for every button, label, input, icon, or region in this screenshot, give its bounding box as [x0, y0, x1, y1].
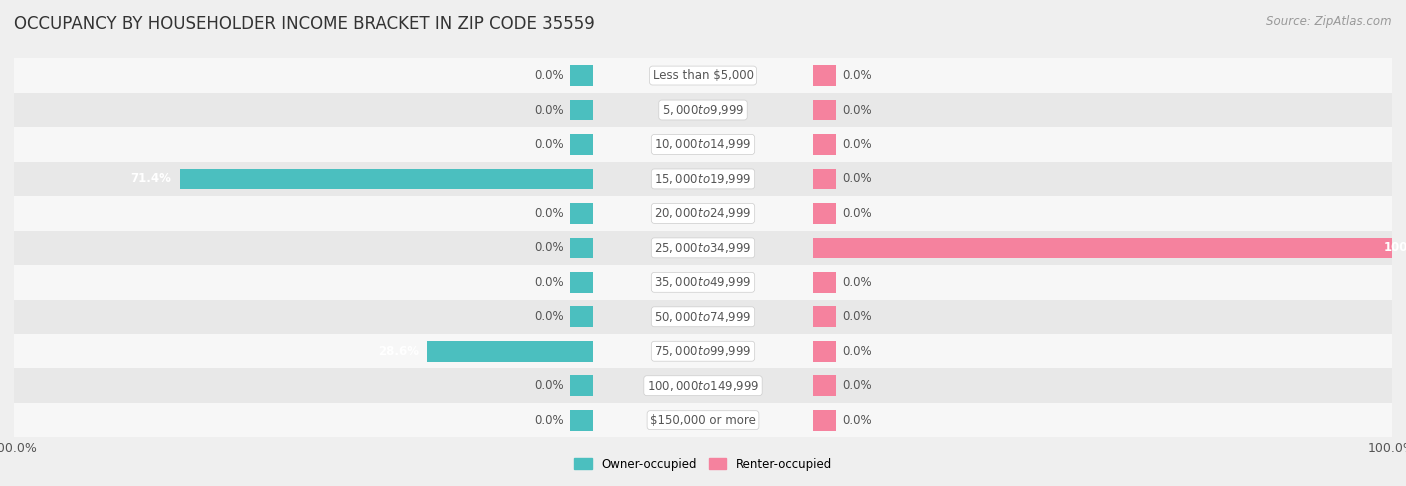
- Text: 100.0%: 100.0%: [1384, 242, 1406, 254]
- Bar: [593, 403, 813, 437]
- Bar: [813, 196, 1392, 231]
- Bar: [593, 334, 813, 368]
- Bar: [813, 238, 1392, 258]
- Text: 0.0%: 0.0%: [842, 207, 872, 220]
- Bar: [813, 162, 1392, 196]
- Bar: [569, 100, 593, 121]
- Text: 0.0%: 0.0%: [842, 173, 872, 186]
- Bar: [593, 265, 813, 299]
- Text: 28.6%: 28.6%: [378, 345, 419, 358]
- Text: $5,000 to $9,999: $5,000 to $9,999: [662, 103, 744, 117]
- Text: 0.0%: 0.0%: [842, 379, 872, 392]
- Bar: [813, 265, 1392, 299]
- Bar: [569, 134, 593, 155]
- Text: $15,000 to $19,999: $15,000 to $19,999: [654, 172, 752, 186]
- Bar: [593, 231, 813, 265]
- Text: 0.0%: 0.0%: [534, 414, 564, 427]
- Bar: [569, 65, 593, 86]
- Text: $100,000 to $149,999: $100,000 to $149,999: [647, 379, 759, 393]
- Bar: [813, 169, 837, 189]
- Bar: [813, 410, 837, 431]
- Text: 0.0%: 0.0%: [534, 104, 564, 117]
- Bar: [569, 203, 593, 224]
- Bar: [569, 375, 593, 396]
- Legend: Owner-occupied, Renter-occupied: Owner-occupied, Renter-occupied: [569, 453, 837, 475]
- Bar: [14, 368, 593, 403]
- Bar: [14, 162, 593, 196]
- Text: 71.4%: 71.4%: [131, 173, 172, 186]
- Bar: [14, 334, 593, 368]
- Bar: [813, 307, 837, 327]
- Text: 0.0%: 0.0%: [534, 207, 564, 220]
- Text: 0.0%: 0.0%: [534, 276, 564, 289]
- Bar: [813, 368, 1392, 403]
- Text: 0.0%: 0.0%: [842, 138, 872, 151]
- Bar: [14, 58, 593, 93]
- Bar: [813, 334, 1392, 368]
- Bar: [180, 169, 593, 189]
- Bar: [14, 93, 593, 127]
- Bar: [813, 341, 837, 362]
- Bar: [813, 58, 1392, 93]
- Text: 0.0%: 0.0%: [534, 242, 564, 254]
- Text: 0.0%: 0.0%: [842, 276, 872, 289]
- Bar: [593, 299, 813, 334]
- Bar: [14, 299, 593, 334]
- Bar: [14, 127, 593, 162]
- Bar: [14, 265, 593, 299]
- Text: 0.0%: 0.0%: [534, 310, 564, 323]
- Text: $10,000 to $14,999: $10,000 to $14,999: [654, 138, 752, 152]
- Text: $25,000 to $34,999: $25,000 to $34,999: [654, 241, 752, 255]
- Text: 0.0%: 0.0%: [534, 379, 564, 392]
- Bar: [813, 65, 837, 86]
- Text: Source: ZipAtlas.com: Source: ZipAtlas.com: [1267, 15, 1392, 28]
- Bar: [593, 58, 813, 93]
- Text: 0.0%: 0.0%: [534, 138, 564, 151]
- Bar: [427, 341, 593, 362]
- Bar: [14, 231, 593, 265]
- Text: $50,000 to $74,999: $50,000 to $74,999: [654, 310, 752, 324]
- Bar: [569, 238, 593, 258]
- Text: $150,000 or more: $150,000 or more: [650, 414, 756, 427]
- Text: 0.0%: 0.0%: [842, 345, 872, 358]
- Bar: [593, 162, 813, 196]
- Bar: [813, 100, 837, 121]
- Bar: [813, 231, 1392, 265]
- Bar: [14, 196, 593, 231]
- Bar: [813, 134, 837, 155]
- Text: 0.0%: 0.0%: [534, 69, 564, 82]
- Bar: [813, 203, 837, 224]
- Bar: [593, 127, 813, 162]
- Bar: [569, 410, 593, 431]
- Text: OCCUPANCY BY HOUSEHOLDER INCOME BRACKET IN ZIP CODE 35559: OCCUPANCY BY HOUSEHOLDER INCOME BRACKET …: [14, 15, 595, 33]
- Bar: [813, 299, 1392, 334]
- Bar: [593, 93, 813, 127]
- Bar: [813, 127, 1392, 162]
- Text: $20,000 to $24,999: $20,000 to $24,999: [654, 207, 752, 220]
- Text: 0.0%: 0.0%: [842, 414, 872, 427]
- Bar: [813, 93, 1392, 127]
- Bar: [14, 403, 593, 437]
- Bar: [813, 272, 837, 293]
- Bar: [569, 307, 593, 327]
- Text: 0.0%: 0.0%: [842, 310, 872, 323]
- Text: 0.0%: 0.0%: [842, 104, 872, 117]
- Text: Less than $5,000: Less than $5,000: [652, 69, 754, 82]
- Bar: [813, 403, 1392, 437]
- Bar: [593, 368, 813, 403]
- Bar: [569, 272, 593, 293]
- Text: $75,000 to $99,999: $75,000 to $99,999: [654, 344, 752, 358]
- Bar: [593, 196, 813, 231]
- Text: $35,000 to $49,999: $35,000 to $49,999: [654, 276, 752, 289]
- Text: 0.0%: 0.0%: [842, 69, 872, 82]
- Bar: [813, 375, 837, 396]
